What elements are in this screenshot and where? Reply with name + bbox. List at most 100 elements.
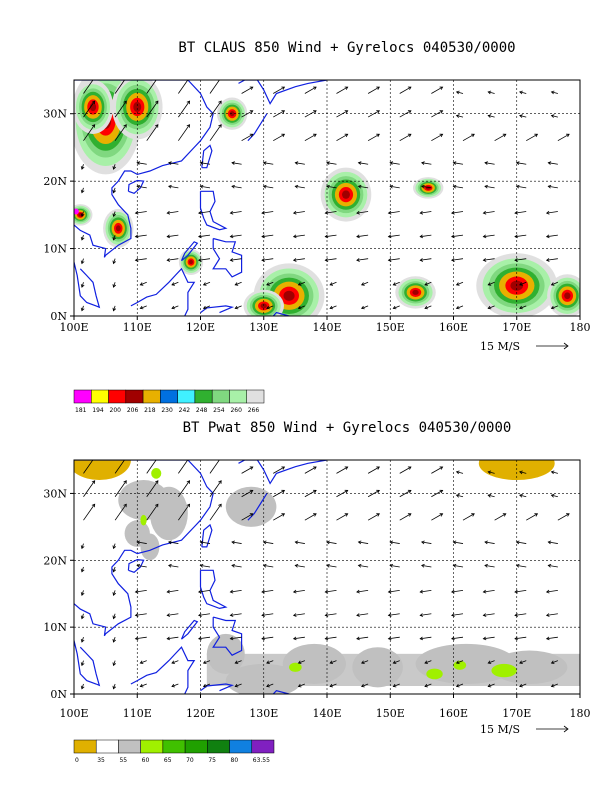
wind-vector	[516, 564, 527, 568]
wind-vector	[168, 541, 179, 544]
wind-vector-head	[519, 90, 523, 95]
wind-vector-head	[199, 184, 204, 189]
wind-vector-head	[313, 489, 317, 494]
wind-vector-head	[186, 503, 191, 508]
wind-vector	[356, 234, 369, 238]
wind-vector	[356, 258, 369, 261]
wind-vector-head	[229, 613, 234, 617]
wind-vector-head	[231, 540, 235, 545]
wind-vector	[514, 258, 527, 261]
reference-vector-head	[563, 725, 569, 733]
wind-vector	[235, 683, 242, 687]
wind-vector-head	[324, 613, 329, 617]
cloud-shade	[564, 292, 571, 300]
wind-vector	[293, 636, 305, 640]
wind-vector	[356, 211, 369, 214]
wind-vector	[326, 185, 337, 189]
wind-vector-head	[218, 503, 222, 508]
wind-vector	[135, 613, 147, 616]
wind-vector	[81, 234, 84, 241]
wind-vector-head	[360, 305, 365, 310]
wind-vector	[456, 494, 464, 498]
colorbar-swatch	[211, 389, 230, 404]
wind-vector-head	[112, 685, 117, 690]
colorbar-swatch	[207, 739, 230, 754]
wind-vector	[261, 589, 274, 593]
wind-vector-head	[421, 184, 425, 189]
wind-vector	[399, 513, 412, 521]
wind-vector-head	[123, 100, 127, 105]
wind-vector	[361, 683, 369, 687]
wind-vector	[516, 162, 527, 165]
wind-vector	[231, 162, 242, 165]
wind-vector-head	[324, 589, 329, 594]
wind-vector-head	[329, 660, 334, 664]
wind-vector	[431, 110, 443, 118]
wind-vector-head	[376, 466, 380, 470]
wind-vector	[198, 258, 211, 261]
wind-vector-head	[281, 133, 286, 138]
wind-vector	[167, 211, 179, 214]
wind-vector	[146, 480, 159, 498]
wind-vector	[399, 110, 412, 118]
wind-vector-head	[392, 683, 397, 688]
x-tick-label: 180	[570, 321, 591, 334]
coastline	[180, 619, 199, 640]
wind-vector-head	[389, 184, 394, 189]
wind-vector	[261, 258, 274, 261]
wind-vector	[273, 490, 285, 498]
wind-vector-head	[471, 513, 475, 517]
wind-vector	[230, 636, 242, 640]
wind-vector-head	[262, 161, 267, 165]
wind-vector-head	[80, 615, 85, 620]
wind-vector	[424, 281, 432, 286]
wind-vector-head	[266, 660, 270, 664]
wind-vector	[113, 660, 116, 666]
wind-vector	[399, 86, 412, 94]
x-tick-label: 140E	[312, 707, 341, 720]
wind-vector	[358, 564, 369, 568]
y-tick-label: 0N	[50, 688, 67, 701]
wind-vector-head	[455, 683, 460, 688]
wind-vector-head	[487, 470, 492, 475]
wind-vector-head	[487, 660, 492, 664]
wind-vector-head	[80, 284, 85, 288]
wind-vector	[200, 162, 211, 165]
x-tick-label: 170E	[502, 707, 531, 720]
wind-vector	[453, 564, 464, 568]
wind-vector	[361, 281, 369, 286]
wind-vector	[263, 541, 274, 544]
wind-vector	[241, 466, 254, 474]
colorbar-label: 254	[213, 407, 225, 414]
wind-vector	[451, 234, 464, 238]
wind-vector	[361, 305, 369, 309]
wind-vector	[326, 564, 337, 568]
wind-vector-head	[482, 258, 487, 262]
wind-vector-head	[439, 489, 444, 494]
wind-vector-head	[297, 683, 302, 688]
wind-vector	[336, 133, 348, 142]
wind-vector	[295, 185, 305, 189]
wind-vector	[295, 162, 305, 165]
wind-vector-head	[249, 513, 254, 517]
x-tick-label: 140E	[312, 321, 341, 334]
wind-vector-head	[80, 166, 85, 170]
wind-vector	[336, 513, 348, 521]
wind-vector-head	[171, 660, 175, 664]
wind-vector	[420, 636, 432, 640]
wind-vector-head	[514, 636, 518, 641]
wind-vector-head	[112, 213, 117, 218]
wind-vector-head	[547, 184, 552, 189]
wind-vector-head	[566, 513, 570, 517]
wind-vector-head	[281, 489, 286, 494]
wind-vector-head	[261, 258, 265, 262]
wind-vector-head	[387, 636, 392, 641]
wind-vector-head	[168, 563, 172, 568]
wind-vector-head	[139, 282, 144, 286]
wind-vector-head	[550, 660, 555, 664]
wind-vector-head	[134, 210, 139, 215]
wind-vector	[178, 100, 190, 118]
wind-vector-head	[155, 100, 159, 105]
wind-vector-head	[261, 589, 265, 594]
wind-vector-head	[166, 258, 171, 262]
